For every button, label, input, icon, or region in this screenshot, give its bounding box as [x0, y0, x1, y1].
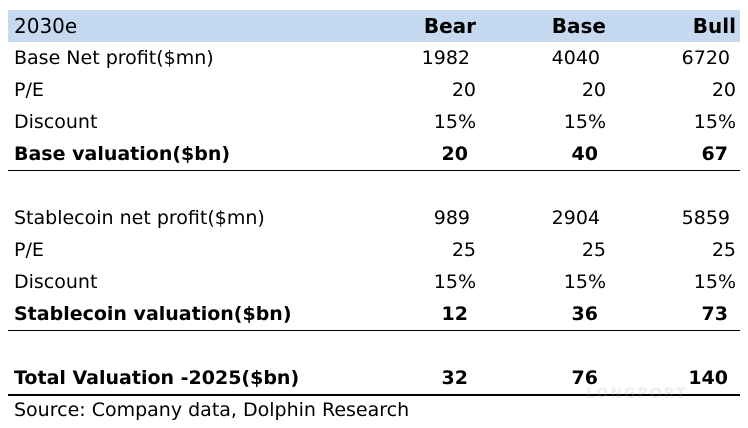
table-row: Discount 15% 15% 15% [8, 266, 740, 298]
section-divider [8, 170, 740, 171]
bull-value: 15% [693, 111, 736, 133]
bear-value: 20 [451, 79, 476, 101]
row-label: P/E [14, 239, 44, 261]
base-header: Base [551, 14, 606, 38]
base-value: 25 [581, 239, 606, 261]
bear-value: 32 [441, 367, 468, 389]
base-value: 76 [571, 367, 598, 389]
bear-value: 15% [433, 271, 476, 293]
table-row: P/E 25 25 25 [8, 234, 740, 266]
section-divider [8, 330, 740, 331]
bear-value: 1982 [421, 47, 470, 69]
table-header: 2030e Bear Base Bull [8, 10, 740, 42]
bull-header: Bull [692, 14, 736, 38]
base-value: 15% [563, 271, 606, 293]
table-row: Base valuation($bn) 20 40 67 [8, 138, 740, 170]
bull-value: 15% [693, 271, 736, 293]
bear-header: Bear [423, 14, 476, 38]
base-value: 40 [571, 143, 598, 165]
bull-value: 25 [711, 239, 736, 261]
base-value: 2904 [551, 207, 600, 229]
source-note: Source: Company data, Dolphin Research [14, 399, 410, 421]
period-header: 2030e [14, 14, 78, 38]
bear-value: 989 [433, 207, 470, 229]
bear-value: 15% [433, 111, 476, 133]
base-value: 36 [571, 303, 598, 325]
table-row: Stablecoin valuation($bn) 12 36 73 [8, 298, 740, 330]
total-divider [8, 394, 740, 396]
row-label: Stablecoin valuation($bn) [14, 303, 292, 325]
total-row: Total Valuation -2025($bn) 32 76 140 [8, 362, 740, 394]
watermark: LONGPORT [586, 386, 688, 402]
bear-value: 12 [441, 303, 468, 325]
table-row: Stablecoin net profit($mn) 989 2904 5859 [8, 202, 740, 234]
bull-value: 67 [701, 143, 728, 165]
bear-value: 25 [451, 239, 476, 261]
table-row: Base Net profit($mn) 1982 4040 6720 [8, 42, 740, 74]
row-label: P/E [14, 79, 44, 101]
row-label: Base valuation($bn) [14, 143, 231, 165]
base-value: 4040 [551, 47, 600, 69]
bull-value: 73 [701, 303, 728, 325]
bull-value: 140 [688, 367, 728, 389]
bull-value: 6720 [681, 47, 730, 69]
row-label: Total Valuation -2025($bn) [14, 367, 300, 389]
base-value: 20 [581, 79, 606, 101]
table-row: Discount 15% 15% 15% [8, 106, 740, 138]
row-label: Discount [14, 111, 98, 133]
base-value: 15% [563, 111, 606, 133]
table-row: P/E 20 20 20 [8, 74, 740, 106]
bull-value: 20 [711, 79, 736, 101]
bear-value: 20 [441, 143, 468, 165]
row-label: Stablecoin net profit($mn) [14, 207, 265, 229]
bull-value: 5859 [681, 207, 730, 229]
row-label: Discount [14, 271, 98, 293]
row-label: Base Net profit($mn) [14, 47, 214, 69]
